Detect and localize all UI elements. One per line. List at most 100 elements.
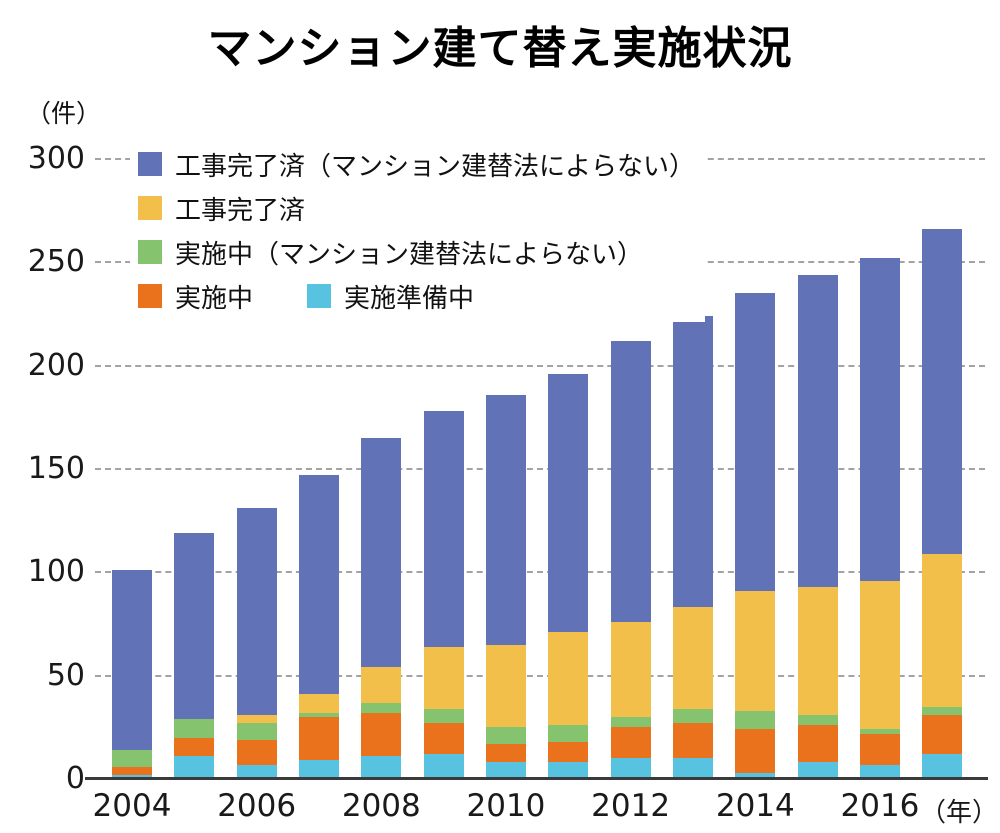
bar-2012 [610, 159, 651, 779]
x-tick-label-2012: 2012 [591, 788, 671, 824]
bar-2013-segment-4 [672, 316, 713, 608]
x-axis-unit-label: （年） [919, 798, 998, 828]
bar-2013-segment-2 [672, 708, 713, 724]
bar-2009-segment-3 [423, 646, 464, 709]
bar-2017 [922, 159, 963, 779]
bar-2017-segment-3 [922, 553, 963, 707]
bar-2014-segment-4 [735, 293, 776, 591]
bar-2006 [236, 159, 277, 779]
bar-2015-segment-4 [797, 274, 838, 587]
bar-2014-segment-3 [735, 590, 776, 711]
bar-2009-segment-2 [423, 708, 464, 724]
bar-2010-segment-1 [485, 743, 526, 763]
x-tick-label-2004: 2004 [92, 788, 172, 824]
bar-2008 [361, 159, 402, 779]
bar-2004-segment-0 [112, 774, 152, 779]
x-tick-label-2016: 2016 [840, 788, 920, 824]
legend-swatch-completed-nonlaw [138, 152, 162, 176]
x-tick-label-2008: 2008 [341, 788, 421, 824]
bar-2016-segment-0 [859, 764, 900, 779]
bar-2009-segment-0 [423, 754, 464, 779]
bar-2011-segment-1 [548, 741, 589, 763]
bar-2007 [298, 159, 339, 779]
bar-2004 [112, 159, 152, 779]
bar-2012-segment-0 [610, 758, 651, 779]
bar-2013-segment-1 [672, 723, 713, 759]
y-tick-label-250: 250 [27, 244, 85, 280]
bar-2004-segment-2 [112, 750, 152, 767]
legend-label-ongoing: 実施中 [175, 283, 254, 314]
bar-2010-segment-4 [485, 394, 526, 645]
plot-area [95, 158, 985, 779]
bar-2010-segment-3 [485, 644, 526, 728]
bar-2007-segment-2 [298, 712, 339, 717]
legend-label-ongoing-nonlaw: 実施中（マンション建替法によらない） [175, 239, 644, 270]
legend-label-completed: 工事完了済 [175, 195, 306, 226]
bar-2014-segment-2 [735, 710, 776, 730]
bar-2012-segment-3 [610, 621, 651, 717]
bar-2009 [423, 159, 464, 779]
bar-2010-segment-2 [485, 727, 526, 744]
bar-2009-segment-4 [423, 411, 464, 647]
bar-2012-segment-2 [610, 717, 651, 728]
bar-2010-segment-0 [485, 762, 526, 779]
bar-2017-segment-1 [922, 714, 963, 755]
bar-2016-segment-2 [859, 729, 900, 734]
bar-2011-segment-2 [548, 725, 589, 742]
y-tick-label-0: 0 [65, 761, 85, 796]
gridline-150 [95, 468, 985, 470]
x-tick-label-2010: 2010 [466, 788, 546, 824]
bar-2009-segment-1 [423, 723, 464, 755]
bar-2006-segment-3 [236, 714, 277, 724]
bar-2012-segment-4 [610, 340, 651, 622]
bar-2012-segment-1 [610, 727, 651, 759]
bar-2014 [735, 159, 776, 779]
bar-2004-segment-1 [112, 766, 152, 775]
gridline-50 [95, 674, 985, 677]
legend-row-1: 工事完了済（マンション建替法によらない） [138, 142, 695, 186]
bar-2007-segment-1 [298, 717, 339, 761]
legend-swatch-completed [138, 196, 162, 220]
bar-2013-segment-0 [672, 758, 713, 779]
y-tick-label-100: 100 [27, 554, 85, 590]
legend-swatch-ongoing-nonlaw [138, 240, 162, 264]
bar-2006-segment-2 [236, 723, 277, 740]
bar-2006-segment-4 [236, 508, 277, 715]
bar-2011-segment-3 [548, 632, 589, 726]
legend-row-4: 実施中 実施準備中 [138, 274, 695, 318]
y-tick-label-200: 200 [27, 347, 85, 383]
y-tick-label-50: 50 [46, 657, 85, 693]
x-tick-label-2006: 2006 [217, 788, 297, 824]
bar-2007-segment-3 [298, 694, 339, 713]
chart-title: マンション建て替え実施状況 [207, 23, 793, 74]
bar-2010 [485, 159, 526, 779]
bar-2016-segment-1 [859, 733, 900, 765]
bar-2006-segment-1 [236, 739, 277, 765]
bar-2007-segment-0 [298, 760, 339, 779]
bar-2014-segment-0 [735, 772, 776, 779]
legend-label-completed-nonlaw: 工事完了済（マンション建替法によらない） [175, 151, 696, 182]
bar-2005-segment-1 [174, 737, 215, 757]
bar-2008-segment-4 [361, 438, 402, 668]
bar-2011 [548, 159, 589, 779]
bar-2005-segment-0 [174, 756, 215, 779]
bar-2004-segment-4 [112, 570, 152, 751]
bar-2013 [672, 159, 713, 779]
gridline-100 [95, 571, 985, 574]
bar-2008-segment-1 [361, 712, 402, 757]
bar-2017-segment-4 [922, 229, 963, 554]
bar-2007-segment-4 [298, 475, 339, 695]
y-tick-label-150: 150 [27, 451, 85, 486]
legend-row-3: 実施中（マンション建替法によらない） [138, 230, 695, 274]
bar-2015-segment-2 [797, 714, 838, 726]
x-axis-line [85, 777, 988, 780]
bar-2011-segment-0 [548, 762, 589, 779]
bar-2008-segment-3 [361, 667, 402, 703]
legend-swatch-ongoing [138, 284, 162, 308]
legend: 工事完了済（マンション建替法によらない） 工事完了済 実施中（マンション建替法に… [130, 140, 706, 322]
bar-2015-segment-3 [797, 586, 838, 715]
bar-2014-segment-1 [735, 729, 776, 773]
bar-2011-segment-4 [548, 373, 589, 633]
legend-swatch-preparing [307, 284, 332, 308]
